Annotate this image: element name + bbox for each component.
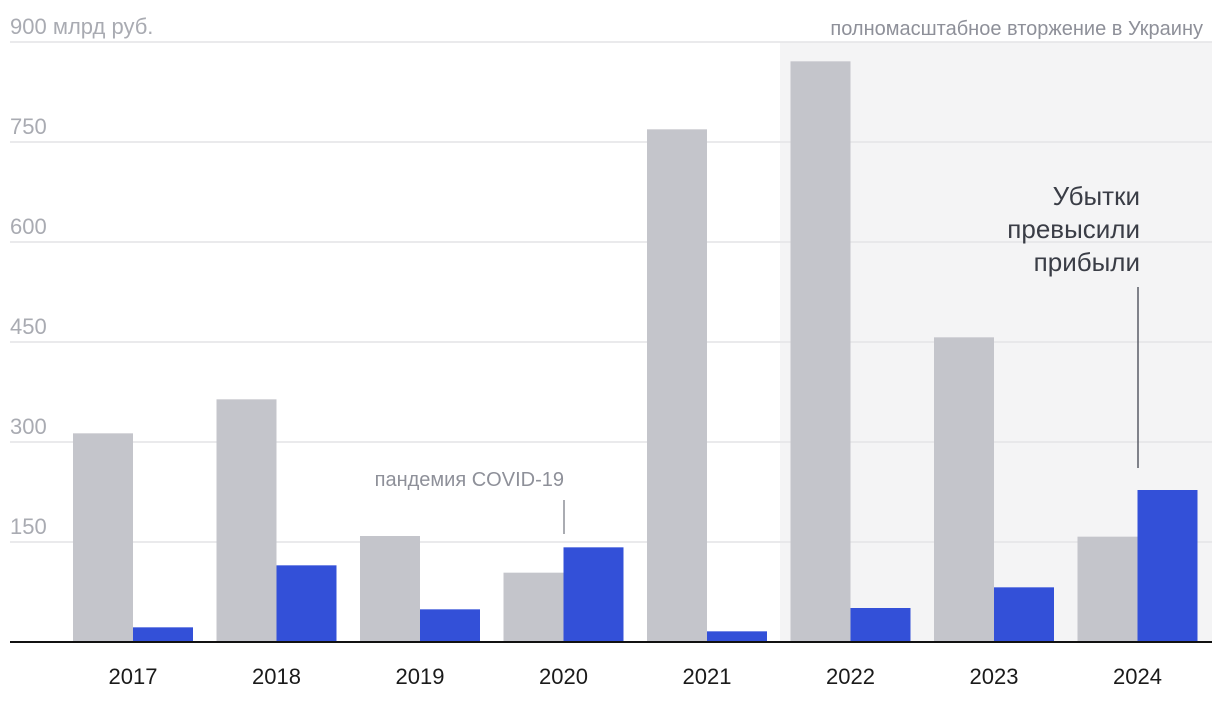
bars bbox=[73, 61, 1198, 643]
x-tick-label: 2021 bbox=[683, 664, 732, 689]
x-tick-label: 2018 bbox=[252, 664, 301, 689]
y-tick-label: 300 bbox=[10, 414, 47, 439]
bar-series-2-2024 bbox=[1137, 490, 1198, 642]
shaded-region-label: полномасштабное вторжение в Украину bbox=[830, 18, 1203, 40]
bar-series-2-2023 bbox=[994, 587, 1054, 642]
x-tick-label: 2020 bbox=[539, 664, 588, 689]
x-tick-label: 2024 bbox=[1113, 664, 1162, 689]
y-unit-label: 900 млрд руб. bbox=[10, 14, 153, 39]
bar-series-1-2020 bbox=[503, 572, 564, 642]
bar-series-1-2018 bbox=[216, 399, 277, 642]
bar-series-2-2022 bbox=[850, 608, 911, 642]
callout-line-3: прибыли bbox=[1034, 247, 1140, 277]
covid-label: пандемия COVID-19 bbox=[375, 469, 564, 491]
y-tick-label: 750 bbox=[10, 114, 47, 139]
bar-series-1-2022 bbox=[790, 61, 851, 643]
bar-series-1-2023 bbox=[934, 337, 994, 642]
x-tick-labels: 2017 2018 2019 2020 2021 2022 2023 2024 bbox=[109, 664, 1162, 689]
x-tick-label: 2019 bbox=[396, 664, 445, 689]
bar-series-2-2019 bbox=[420, 609, 480, 642]
bar-series-2-2017 bbox=[133, 627, 193, 642]
callout-line-1: Убытки bbox=[1053, 181, 1140, 211]
y-tick-labels: 150 300 450 600 750 bbox=[10, 114, 47, 539]
y-tick-label: 450 bbox=[10, 314, 47, 339]
bar-series-2-2020 bbox=[563, 547, 624, 642]
y-tick-label: 150 bbox=[10, 514, 47, 539]
x-tick-label: 2022 bbox=[826, 664, 875, 689]
gridlines bbox=[10, 41, 1212, 543]
bar-series-1-2019 bbox=[360, 536, 420, 642]
bar-series-2-2018 bbox=[276, 565, 337, 642]
bar-series-2-2021 bbox=[707, 631, 767, 642]
x-tick-label: 2023 bbox=[970, 664, 1019, 689]
bar-series-1-2024 bbox=[1077, 536, 1138, 642]
y-tick-label: 600 bbox=[10, 214, 47, 239]
callout-line-2: превысили bbox=[1007, 214, 1140, 244]
bar-series-1-2017 bbox=[73, 433, 133, 642]
x-tick-label: 2017 bbox=[109, 664, 158, 689]
bar-series-1-2021 bbox=[647, 129, 707, 643]
